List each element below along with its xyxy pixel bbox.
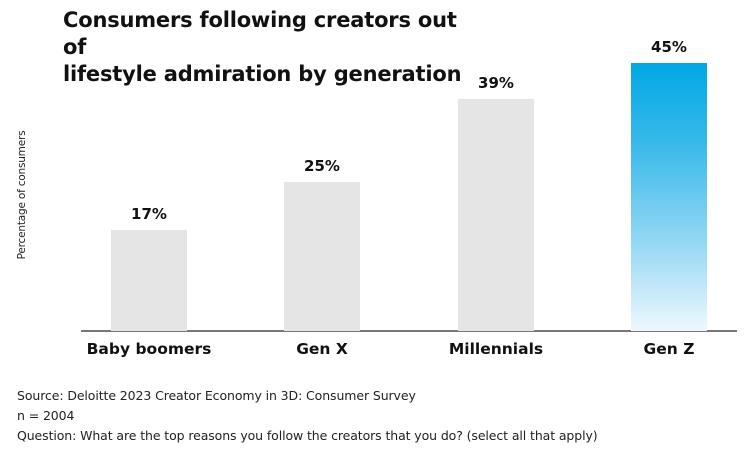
value-label: 39%: [478, 74, 514, 92]
bar-baby-boomers: [111, 230, 187, 331]
category-label: Gen Z: [643, 340, 695, 358]
sample-size-note: n = 2004: [17, 408, 75, 423]
value-label: 17%: [131, 205, 167, 223]
bar-gen-x: [284, 182, 360, 331]
bar-millennials: [458, 99, 534, 331]
x-axis-baseline: [81, 330, 737, 332]
bar-gen-z: [631, 63, 707, 331]
category-label: Baby boomers: [86, 340, 212, 358]
category-label: Gen X: [296, 340, 348, 358]
category-label: Millennials: [448, 340, 544, 358]
question-note: Question: What are the top reasons you f…: [17, 428, 598, 443]
plot-area: 17% Baby boomers 25% Gen X 39% Millennials 45%…: [81, 38, 737, 358]
chart-title: Consumers following creators out of life…: [63, 7, 483, 88]
value-label: 25%: [304, 157, 340, 175]
value-label: 45%: [651, 38, 687, 56]
source-note: Source: Deloitte 2023 Creator Economy in…: [17, 388, 416, 403]
chart-title-line-1: Consumers following creators out of: [63, 8, 457, 59]
footnotes: Source: Deloitte 2023 Creator Economy in…: [17, 386, 598, 446]
chart-title-line-2: lifestyle admiration by generation: [63, 62, 462, 86]
